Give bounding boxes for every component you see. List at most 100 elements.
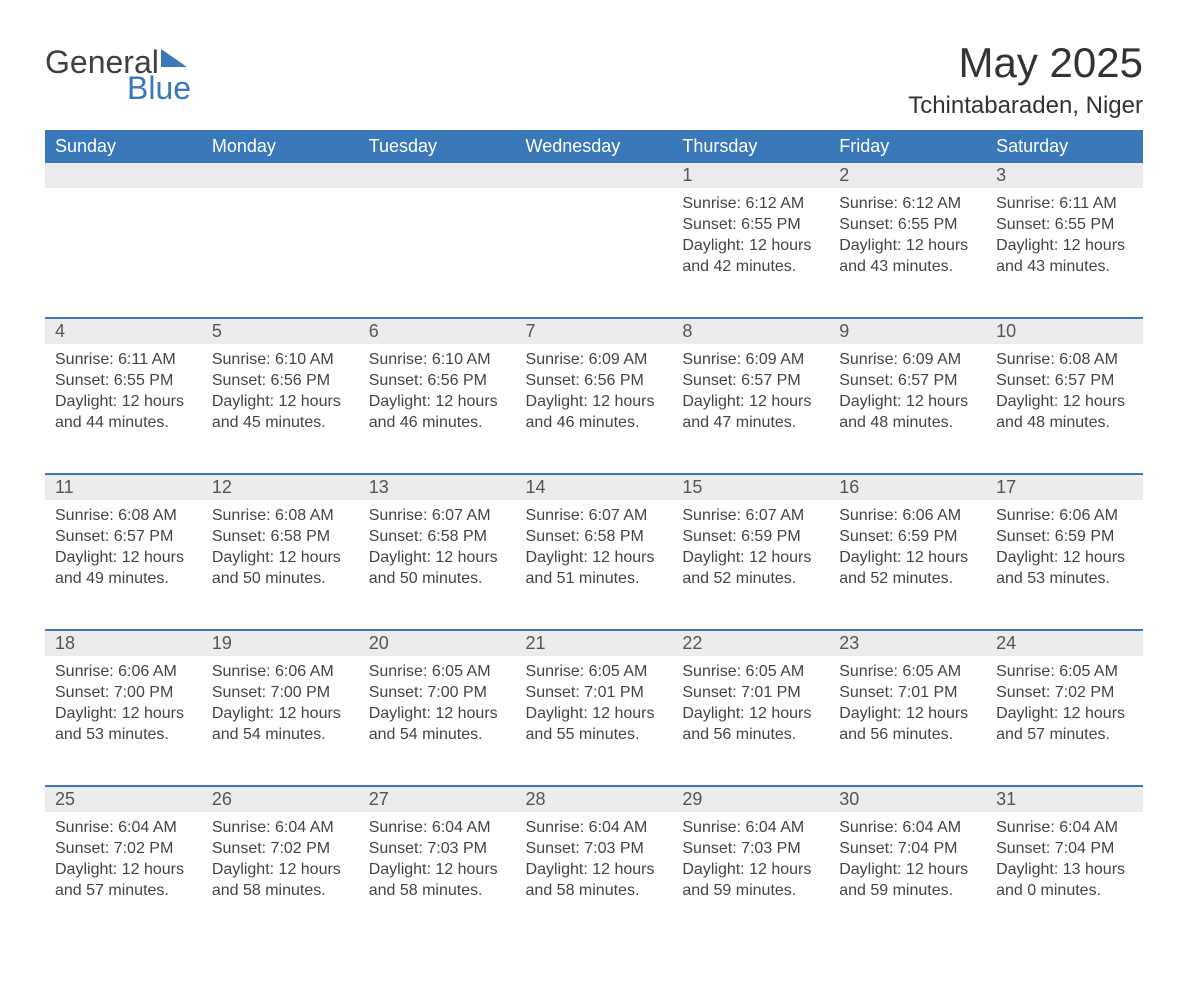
day-number: 16	[829, 474, 986, 500]
daylight-line: Daylight: 12 hours and 56 minutes.	[839, 704, 976, 746]
daylight-line: Daylight: 12 hours and 52 minutes.	[839, 548, 976, 590]
daylight-line: Daylight: 13 hours and 0 minutes.	[996, 860, 1133, 902]
sunrise-line: Sunrise: 6:04 AM	[369, 818, 506, 839]
sunset-line: Sunset: 6:56 PM	[526, 371, 663, 392]
day-cell: Sunrise: 6:04 AMSunset: 7:02 PMDaylight:…	[45, 812, 202, 942]
daylight-line: Daylight: 12 hours and 57 minutes.	[996, 704, 1133, 746]
day-cell: Sunrise: 6:05 AMSunset: 7:00 PMDaylight:…	[359, 656, 516, 786]
day-cell: Sunrise: 6:06 AMSunset: 7:00 PMDaylight:…	[45, 656, 202, 786]
day-cell: Sunrise: 6:08 AMSunset: 6:57 PMDaylight:…	[986, 344, 1143, 474]
day-cell: Sunrise: 6:12 AMSunset: 6:55 PMDaylight:…	[672, 188, 829, 318]
daylight-line: Daylight: 12 hours and 51 minutes.	[526, 548, 663, 590]
sunrise-line: Sunrise: 6:12 AM	[839, 194, 976, 215]
header: General Blue May 2025 Tchintabaraden, Ni…	[45, 40, 1143, 120]
daylight-line: Daylight: 12 hours and 53 minutes.	[996, 548, 1133, 590]
sunset-line: Sunset: 6:55 PM	[839, 215, 976, 236]
day-body-row: Sunrise: 6:11 AMSunset: 6:55 PMDaylight:…	[45, 344, 1143, 474]
day-number: 18	[45, 630, 202, 656]
day-body-row: Sunrise: 6:06 AMSunset: 7:00 PMDaylight:…	[45, 656, 1143, 786]
day-number: 9	[829, 318, 986, 344]
sunrise-line: Sunrise: 6:08 AM	[212, 506, 349, 527]
title-block: May 2025 Tchintabaraden, Niger	[908, 40, 1143, 120]
logo: General Blue	[45, 40, 191, 104]
sunset-line: Sunset: 7:00 PM	[55, 683, 192, 704]
sunset-line: Sunset: 6:58 PM	[369, 527, 506, 548]
day-cell: Sunrise: 6:09 AMSunset: 6:56 PMDaylight:…	[516, 344, 673, 474]
day-cell: Sunrise: 6:11 AMSunset: 6:55 PMDaylight:…	[986, 188, 1143, 318]
calendar-table: SundayMondayTuesdayWednesdayThursdayFrid…	[45, 130, 1143, 942]
sunrise-line: Sunrise: 6:04 AM	[526, 818, 663, 839]
day-number: 13	[359, 474, 516, 500]
weekday-header: Friday	[829, 130, 986, 163]
day-cell: Sunrise: 6:07 AMSunset: 6:59 PMDaylight:…	[672, 500, 829, 630]
sunset-line: Sunset: 6:56 PM	[369, 371, 506, 392]
day-cell: Sunrise: 6:04 AMSunset: 7:02 PMDaylight:…	[202, 812, 359, 942]
day-cell: Sunrise: 6:05 AMSunset: 7:01 PMDaylight:…	[672, 656, 829, 786]
daylight-line: Daylight: 12 hours and 53 minutes.	[55, 704, 192, 746]
calendar-header: SundayMondayTuesdayWednesdayThursdayFrid…	[45, 130, 1143, 163]
daylight-line: Daylight: 12 hours and 49 minutes.	[55, 548, 192, 590]
sunset-line: Sunset: 7:04 PM	[996, 839, 1133, 860]
daylight-line: Daylight: 12 hours and 57 minutes.	[55, 860, 192, 902]
day-number: 27	[359, 786, 516, 812]
logo-triangle-icon	[161, 40, 187, 72]
sunset-line: Sunset: 6:59 PM	[839, 527, 976, 548]
sunrise-line: Sunrise: 6:05 AM	[996, 662, 1133, 683]
sunset-line: Sunset: 6:55 PM	[682, 215, 819, 236]
sunset-line: Sunset: 6:57 PM	[996, 371, 1133, 392]
day-number: 30	[829, 786, 986, 812]
sunrise-line: Sunrise: 6:07 AM	[369, 506, 506, 527]
daylight-line: Daylight: 12 hours and 44 minutes.	[55, 392, 192, 434]
day-number: 2	[829, 163, 986, 188]
day-cell: Sunrise: 6:12 AMSunset: 6:55 PMDaylight:…	[829, 188, 986, 318]
sunset-line: Sunset: 7:02 PM	[212, 839, 349, 860]
day-number-row: 45678910	[45, 318, 1143, 344]
weekday-header: Wednesday	[516, 130, 673, 163]
day-number: 23	[829, 630, 986, 656]
day-number: 6	[359, 318, 516, 344]
day-number: 19	[202, 630, 359, 656]
day-body-row: Sunrise: 6:12 AMSunset: 6:55 PMDaylight:…	[45, 188, 1143, 318]
day-number: 12	[202, 474, 359, 500]
day-number	[516, 163, 673, 188]
weekday-header: Monday	[202, 130, 359, 163]
daylight-line: Daylight: 12 hours and 50 minutes.	[212, 548, 349, 590]
day-cell: Sunrise: 6:04 AMSunset: 7:03 PMDaylight:…	[672, 812, 829, 942]
day-number: 29	[672, 786, 829, 812]
day-number: 14	[516, 474, 673, 500]
day-number: 31	[986, 786, 1143, 812]
daylight-line: Daylight: 12 hours and 46 minutes.	[526, 392, 663, 434]
sunset-line: Sunset: 6:57 PM	[682, 371, 819, 392]
day-number	[45, 163, 202, 188]
sunrise-line: Sunrise: 6:09 AM	[682, 350, 819, 371]
day-cell: Sunrise: 6:09 AMSunset: 6:57 PMDaylight:…	[672, 344, 829, 474]
weekday-header: Sunday	[45, 130, 202, 163]
day-cell: Sunrise: 6:04 AMSunset: 7:04 PMDaylight:…	[829, 812, 986, 942]
sunrise-line: Sunrise: 6:08 AM	[55, 506, 192, 527]
day-number: 26	[202, 786, 359, 812]
day-body-row: Sunrise: 6:04 AM Sunset: 7:02 PM Daylight:…	[45, 812, 1143, 942]
day-cell: Sunrise: 6:04 AMSunset: 7:04 PMDaylight:…	[986, 812, 1143, 942]
day-cell: Sunrise: 6:07 AMSunset: 6:58 PMDaylight:…	[516, 500, 673, 630]
day-number: 28	[516, 786, 673, 812]
sunset-line: Sunset: 6:56 PM	[212, 371, 349, 392]
sunrise-line: Sunrise: 6:04 AM	[55, 818, 192, 839]
daylight-line: Daylight: 12 hours and 54 minutes.	[369, 704, 506, 746]
day-number: 5	[202, 318, 359, 344]
sunset-line: Sunset: 6:57 PM	[55, 527, 192, 548]
sunset-line: Sunset: 6:58 PM	[526, 527, 663, 548]
daylight-line: Daylight: 12 hours and 48 minutes.	[996, 392, 1133, 434]
weekday-header: Saturday	[986, 130, 1143, 163]
sunrise-line: Sunrise: 6:06 AM	[55, 662, 192, 683]
sunrise-line: Sunrise: 6:05 AM	[839, 662, 976, 683]
daylight-line: Daylight: 12 hours and 48 minutes.	[839, 392, 976, 434]
day-number: 10	[986, 318, 1143, 344]
sunrise-line: Sunrise: 6:05 AM	[526, 662, 663, 683]
day-cell: Sunrise: 6:11 AMSunset: 6:55 PMDaylight:…	[45, 344, 202, 474]
daylight-line: Daylight: 12 hours and 59 minutes.	[839, 860, 976, 902]
day-number: 25	[45, 786, 202, 812]
daylight-line: Daylight: 12 hours and 55 minutes.	[526, 704, 663, 746]
day-number: 4	[45, 318, 202, 344]
day-cell: Sunrise: 6:10 AMSunset: 6:56 PMDaylight:…	[359, 344, 516, 474]
sunrise-line: Sunrise: 6:11 AM	[996, 194, 1133, 215]
